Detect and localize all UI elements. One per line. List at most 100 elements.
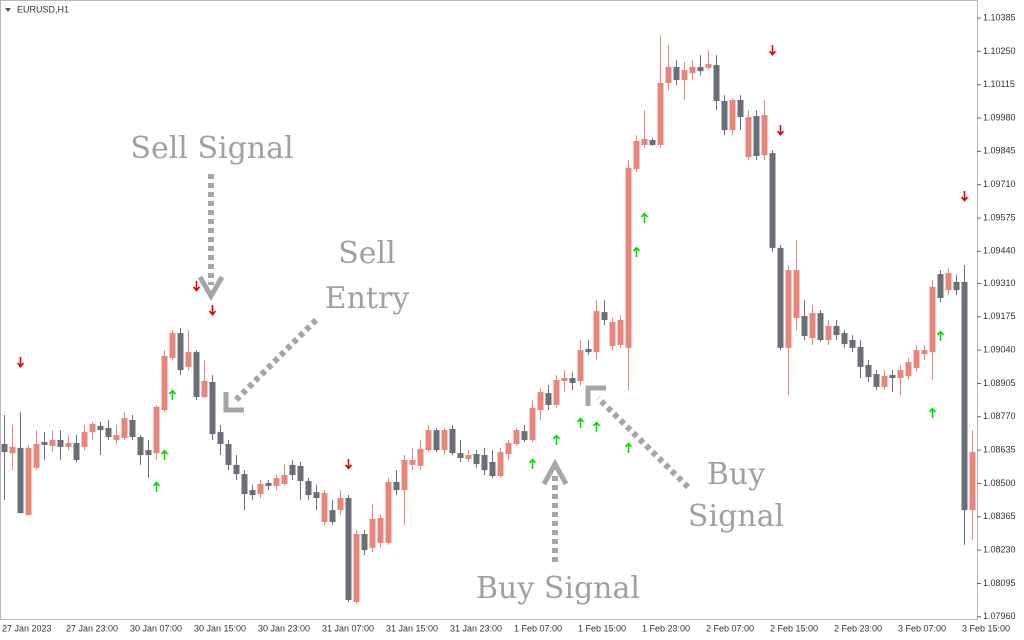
annotation: Signal — [688, 499, 784, 534]
candle-body — [601, 312, 608, 321]
candle-body — [329, 510, 336, 522]
candle-body — [577, 350, 584, 381]
x-tick-label: 3 Feb 15:00 — [962, 623, 1010, 633]
candle-body — [121, 418, 128, 439]
arrow-head — [223, 392, 244, 413]
candle-body — [105, 427, 112, 438]
sell-signal-arrow — [192, 280, 201, 292]
candle-body — [745, 117, 752, 158]
candle-body — [561, 378, 568, 381]
candle-body — [369, 519, 376, 548]
buy-signal-arrow — [168, 389, 177, 401]
candle-body — [457, 453, 464, 459]
sell-signal-arrow — [960, 191, 969, 202]
x-tick-label: 27 Jan 2023 — [2, 623, 52, 633]
x-tick-label: 2 Feb 15:00 — [770, 623, 818, 633]
x-tick-label: 1 Feb 07:00 — [514, 623, 562, 633]
candle-body — [681, 70, 688, 81]
candle-body — [881, 376, 888, 387]
candle-body — [65, 442, 72, 447]
candle-body — [889, 375, 896, 379]
candle-body — [449, 428, 456, 454]
candle-body — [241, 474, 248, 495]
candle-body — [649, 140, 656, 145]
y-tick-label: 1.09710 — [983, 179, 1016, 189]
y-tick-label: 1.08770 — [983, 411, 1016, 421]
buy-signal-arrow — [152, 481, 161, 492]
candle-body — [473, 454, 480, 464]
candle-body — [729, 100, 736, 131]
candle-body — [841, 333, 848, 344]
candle-body — [753, 116, 760, 157]
candle-body — [497, 452, 504, 477]
candle-body — [801, 316, 808, 337]
candle-body — [377, 518, 384, 543]
candle-body — [617, 320, 624, 345]
candle-body — [161, 356, 168, 411]
candle-body — [537, 392, 544, 411]
candle-body — [33, 443, 40, 468]
x-tick-label: 2 Feb 07:00 — [706, 623, 754, 633]
candle-body — [1, 443, 8, 453]
candle-body — [321, 493, 328, 522]
candle-body — [705, 63, 712, 68]
candle-body — [433, 430, 440, 451]
buy-signal-arrow — [592, 421, 601, 432]
candle-body — [113, 435, 120, 440]
candle-body — [81, 432, 88, 447]
candle-body — [721, 101, 728, 131]
candle-body — [137, 437, 144, 456]
candle-body — [809, 313, 816, 339]
buy-signal-arrow — [528, 458, 537, 469]
sell-signal-arrow — [768, 45, 777, 56]
candle-body — [657, 82, 664, 145]
symbol-menu-icon[interactable] — [5, 8, 11, 12]
y-tick-label: 1.10250 — [983, 46, 1016, 56]
x-tick-label: 1 Feb 15:00 — [578, 623, 626, 633]
candle-body — [249, 490, 256, 496]
y-tick-label: 1.08095 — [983, 578, 1016, 588]
y-tick-label: 1.09175 — [983, 311, 1016, 321]
x-tick-label: 30 Jan 07:00 — [130, 623, 182, 633]
candle-body — [833, 325, 840, 336]
candle-body — [97, 425, 104, 431]
candle-body — [353, 534, 360, 602]
candle-body — [233, 464, 240, 475]
annotation: Entry — [325, 281, 410, 316]
candle-body — [417, 448, 424, 466]
candle-body — [641, 139, 648, 145]
candle-body — [521, 431, 528, 440]
y-tick-label: 1.09310 — [983, 278, 1016, 288]
candle-body — [9, 446, 16, 454]
candle-body — [793, 270, 800, 319]
candle-body — [865, 364, 872, 378]
candle-body — [49, 439, 56, 446]
candle-body — [265, 482, 272, 486]
buy-signal-arrow — [160, 449, 169, 461]
candle-body — [489, 461, 496, 477]
y-tick-label: 1.09575 — [983, 212, 1016, 222]
y-tick-label: 1.09440 — [983, 246, 1016, 256]
candle-body — [201, 380, 208, 398]
candle-body — [673, 66, 680, 81]
candle-body — [209, 381, 216, 435]
arrow-head — [585, 385, 606, 406]
dotted-arrow — [233, 317, 319, 403]
buy-signal-arrow — [928, 407, 937, 419]
candle-body — [361, 534, 368, 551]
buy-signal-arrow — [936, 330, 945, 342]
candle-body — [73, 442, 80, 460]
candle-body — [169, 333, 176, 359]
annotation-arrows — [197, 174, 691, 562]
annotation: Buy — [707, 457, 765, 492]
candle-body — [689, 66, 696, 74]
candle-body — [409, 459, 416, 465]
sell-signal-arrow — [208, 305, 217, 316]
candle-body — [297, 465, 304, 481]
candle-body — [761, 115, 768, 156]
candle-body — [281, 475, 288, 484]
candle-body — [89, 423, 96, 433]
candle-body — [625, 167, 632, 348]
candle-body — [177, 333, 184, 371]
